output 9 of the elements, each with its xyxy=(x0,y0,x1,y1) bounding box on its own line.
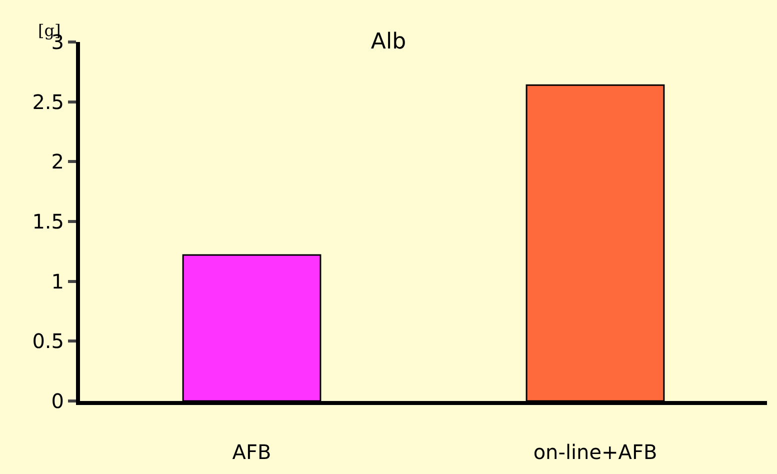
y-tick-label: 0 xyxy=(51,389,64,413)
chart-title: Alb xyxy=(370,30,406,55)
y-tick-label: 1 xyxy=(51,269,64,294)
y-tick-label: 2 xyxy=(51,150,64,174)
x-tick-label: on-line+AFB xyxy=(533,440,658,464)
y-tick-label: 0.5 xyxy=(32,329,64,354)
y-tick-label: 2.5 xyxy=(32,90,64,114)
x-tick-label: AFB xyxy=(232,440,272,464)
y-tick-label: 1.5 xyxy=(32,210,64,234)
